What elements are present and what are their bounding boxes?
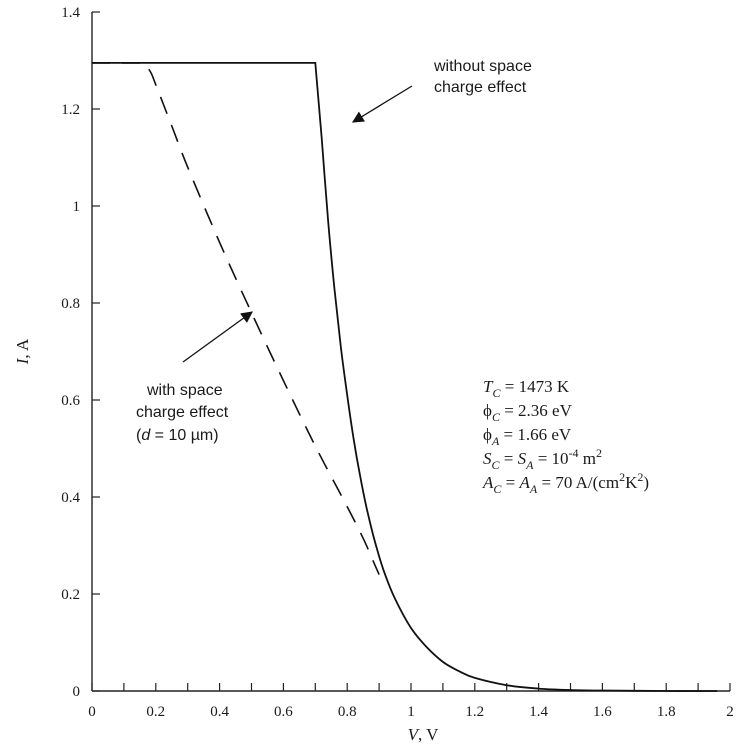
axes (91, 12, 730, 692)
x-axis-var: V (408, 725, 421, 744)
x-tick-label: 1.2 (465, 704, 484, 720)
gap-symbol: d (141, 427, 151, 444)
series-with-space-charge (92, 62, 380, 575)
axis-labels: V, V I, A (13, 338, 439, 744)
x-tick-label: 1.8 (657, 704, 676, 720)
parameter-line: AC = AA = 70 A/(cm2K2) (482, 470, 649, 496)
x-tick-label: 1.4 (529, 704, 548, 720)
parameter-part: ϕ (483, 425, 492, 444)
y-tick-label: 0.2 (61, 587, 80, 603)
parameter-part: = 70 A/(cm (537, 473, 619, 492)
parameter-part: 2 (637, 470, 643, 484)
y-tick-label: 0.4 (61, 490, 80, 506)
parameter-part: A (525, 458, 534, 472)
parameter-part: S (483, 449, 492, 468)
parameter-line: ϕC = 2.36 eV (483, 401, 573, 424)
parameter-line: SC = SA = 10-4 m2 (483, 446, 602, 472)
x-tick-label: 1 (407, 704, 415, 720)
arrow-with (182, 311, 253, 363)
annotation-with-line2: charge effect (136, 404, 229, 421)
y-tick-label: 0.6 (61, 393, 80, 409)
paren-open: ( (136, 427, 142, 444)
parameter-part: m (579, 449, 596, 468)
parameter-part: -4 (569, 446, 579, 460)
x-tick-label: 0.8 (338, 704, 357, 720)
series-without-space-charge (92, 62, 718, 692)
parameter-line: ϕA = 1.66 eV (483, 425, 572, 448)
parameter-part: C (492, 386, 501, 400)
parameter-line: TC = 1473 K (483, 377, 570, 400)
parameter-part: T (483, 377, 494, 396)
gap-value: = 10 µm) (150, 427, 218, 444)
annotation-without-line2: charge effect (434, 79, 527, 96)
annotation-with-line1: with space (146, 382, 223, 399)
parameter-part: A (529, 482, 538, 496)
y-tick-label: 1.2 (61, 102, 80, 118)
parameter-part: A (491, 434, 500, 448)
x-tick-label: 1.6 (593, 704, 612, 720)
y-tick-label: 0 (73, 684, 81, 700)
y-axis-label: I, A (13, 338, 32, 365)
parameter-part: = 1473 K (500, 377, 569, 396)
y-tick-label: 0.8 (61, 296, 80, 312)
x-tick-label: 0 (88, 704, 96, 720)
parameter-part: C (492, 458, 501, 472)
y-tick-label: 1 (73, 199, 81, 215)
x-tick-label: 0.2 (146, 704, 165, 720)
x-tick-label: 0.4 (210, 704, 229, 720)
parameter-part: ϕ (483, 401, 492, 420)
ticks: 0 0.2 0.4 0.6 0.8 1 1.2 1.4 0 0.2 0.4 0.6 0.8 1 1.2 1.4… (61, 5, 734, 720)
parameter-part: A (482, 473, 494, 492)
parameter-part: = 2.36 eV (500, 401, 573, 420)
annotation-without-line1: without space (433, 58, 532, 75)
parameter-part: = (501, 473, 519, 492)
x-tick-label: 2 (726, 704, 734, 720)
parameter-part: C (493, 482, 502, 496)
annotations: without space charge effect with space char… (136, 58, 532, 444)
x-tick-label: 0.6 (274, 704, 293, 720)
parameter-part: A (519, 473, 531, 492)
parameter-part: = 1.66 eV (499, 425, 572, 444)
y-axis-unit: , A (13, 338, 32, 359)
y-axis-var: I (13, 357, 32, 365)
y-tick-label: 1.4 (61, 5, 80, 21)
parameter-part: S (518, 449, 527, 468)
parameter-part: C (492, 410, 501, 424)
arrow-without (352, 85, 413, 123)
parameter-part: = (500, 449, 518, 468)
annotation-with-line3: (d = 10 µm) (136, 427, 219, 444)
x-axis-unit: , V (418, 725, 439, 744)
parameter-part: = 10 (533, 449, 568, 468)
parameter-part: 2 (596, 446, 602, 460)
parameter-part: 2 (619, 470, 625, 484)
parameter-part: K (625, 473, 638, 492)
x-axis-label: V, V (408, 725, 440, 744)
series-group (92, 62, 718, 692)
parameter-part: ) (643, 473, 649, 492)
